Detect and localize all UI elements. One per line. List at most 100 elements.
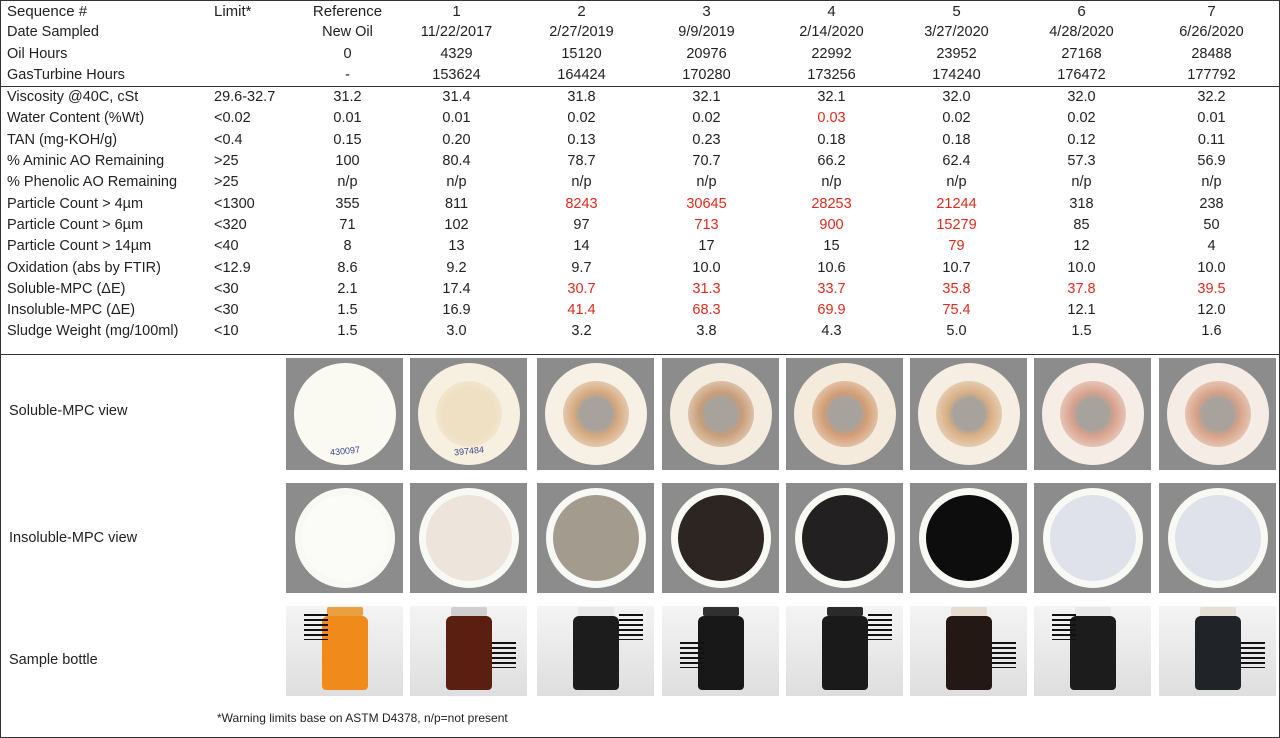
row-limit [208,44,301,65]
row-label: Soluble-MPC (ΔE) [7,280,126,297]
table-cell: 1.5 [1071,323,1092,340]
table-cell: 32.0 [942,89,971,106]
table-cell: 164424 [519,64,644,88]
table-cell: 0.11 [1197,131,1226,148]
reference-value: 0.01 [333,110,362,127]
row-label: Water Content (%Wt) [7,110,145,127]
scale-marks [1052,614,1076,640]
table-cell: 12.0 [1197,302,1226,319]
bottle [321,616,368,690]
row-limit: >25 [214,174,239,191]
reference-value: 0.15 [333,131,362,148]
table-cell: 28253 [811,195,852,212]
oil-analysis-table: Sequence # Limit* Reference 1 2 3 4 5 6 … [1,1,1279,343]
insoluble-mpc-patch [662,483,779,593]
filter-disc [294,488,395,588]
filter-disc [1041,363,1144,465]
table-cell: 16.9 [442,302,471,319]
insoluble-mpc-label: Insoluble-MPC view [9,530,138,546]
bottle-cap [702,607,739,616]
reference-value: 1.5 [337,323,358,340]
row-limit: <320 [214,216,247,233]
insoluble-mpc-patch [910,483,1027,593]
table-cell: 238 [1199,195,1224,212]
table-cell: 318 [1069,195,1094,212]
table-cell: 35.8 [942,280,971,297]
measurement-row: Particle Count > 4µm <1300 355 811 8243 30645… [1,194,1279,215]
row-label: Sludge Weight (mg/100ml) [7,323,179,340]
table-cell: 0.18 [817,131,846,148]
table-cell: 4329 [440,45,473,62]
table-cell: 78.7 [567,153,596,170]
reference-header: Reference [312,3,383,20]
filter-disc [793,363,896,465]
sequence-header: Sequence # [7,3,88,20]
table-cell: 0.01 [442,110,471,127]
deposit-spot [562,381,629,447]
table-cell: 56.9 [1197,153,1226,170]
row-limit: >25 [214,153,239,170]
table-cell: 3.0 [446,323,467,340]
filter-disc [544,363,647,465]
table-cell: 13 [448,238,465,255]
insoluble-mpc-patch [537,483,654,593]
insoluble-mpc-patch [286,483,403,593]
bottle [1194,616,1241,690]
deposit-spot [925,495,1012,581]
table-cell: 12.1 [1067,302,1096,319]
table-cell: 4/28/2020 [1049,24,1114,41]
row-label: Particle Count > 14µm [7,238,152,255]
table-cell: 0.03 [817,110,846,127]
bottle [445,616,492,690]
row-limit: <12.9 [214,259,251,276]
filter-disc: 430097 [293,363,396,465]
table-cell: 1.6 [1201,323,1222,340]
row-limit: <10 [214,323,239,340]
sequence-number: 6 [1077,3,1086,20]
table-cell: 170280 [644,64,769,88]
table-cell: 10.0 [1197,259,1226,276]
measurement-row: % Phenolic AO Remaining >25 n/p n/p n/p n/p n/… [1,172,1279,193]
measurement-row: Particle Count > 14µm <40 8 13 14 17 15 79 12 4 [1,236,1279,257]
insoluble-mpc-patch [1159,483,1276,593]
table-cell: 21244 [936,195,977,212]
soluble-mpc-patch [537,358,654,470]
soluble-mpc-patch [662,358,779,470]
scale-marks [1241,642,1265,668]
table-cell: 30645 [686,195,727,212]
table-cell: 0.13 [567,131,596,148]
bottle [945,616,992,690]
table-cell: n/p [696,174,717,191]
measurement-row: TAN (mg-KOH/g) <0.4 0.15 0.20 0.13 0.23 0.18 0.… [1,130,1279,151]
bottle [1069,616,1116,690]
info-row: GasTurbine Hours -153624 164424 170280 17325… [1,64,1279,88]
table-cell: 176472 [1019,64,1144,88]
table-cell: 0.12 [1067,131,1096,148]
table-cell: 173256 [769,64,894,88]
insoluble-mpc-patch [786,483,903,593]
table-cell: 23952 [936,45,977,62]
deposit-spot [677,495,764,581]
row-label: % Phenolic AO Remaining [7,174,178,191]
deposit-spot [801,495,888,581]
reference-value: 0 [343,45,352,62]
sequence-number: 4 [827,3,836,20]
table-cell: 0.20 [442,131,471,148]
sample-bottle-photo [1034,606,1151,696]
table-cell: 0.02 [942,110,971,127]
table-cell: 30.7 [567,280,596,297]
soluble-mpc-label: Soluble-MPC view [9,403,128,419]
table-cell: 22992 [811,45,852,62]
table-cell: 14 [573,238,590,255]
table-cell: 75.4 [942,302,971,319]
soluble-mpc-patch [1159,358,1276,470]
soluble-mpc-patch [786,358,903,470]
table-cell: 0.18 [942,131,971,148]
soluble-mpc-patch [910,358,1027,470]
table-cell: 97 [573,216,590,233]
table-cell: 2/14/2020 [799,24,864,41]
deposit-spot [1174,495,1261,581]
table-cell: 713 [694,216,719,233]
deposit-spot [435,381,502,447]
